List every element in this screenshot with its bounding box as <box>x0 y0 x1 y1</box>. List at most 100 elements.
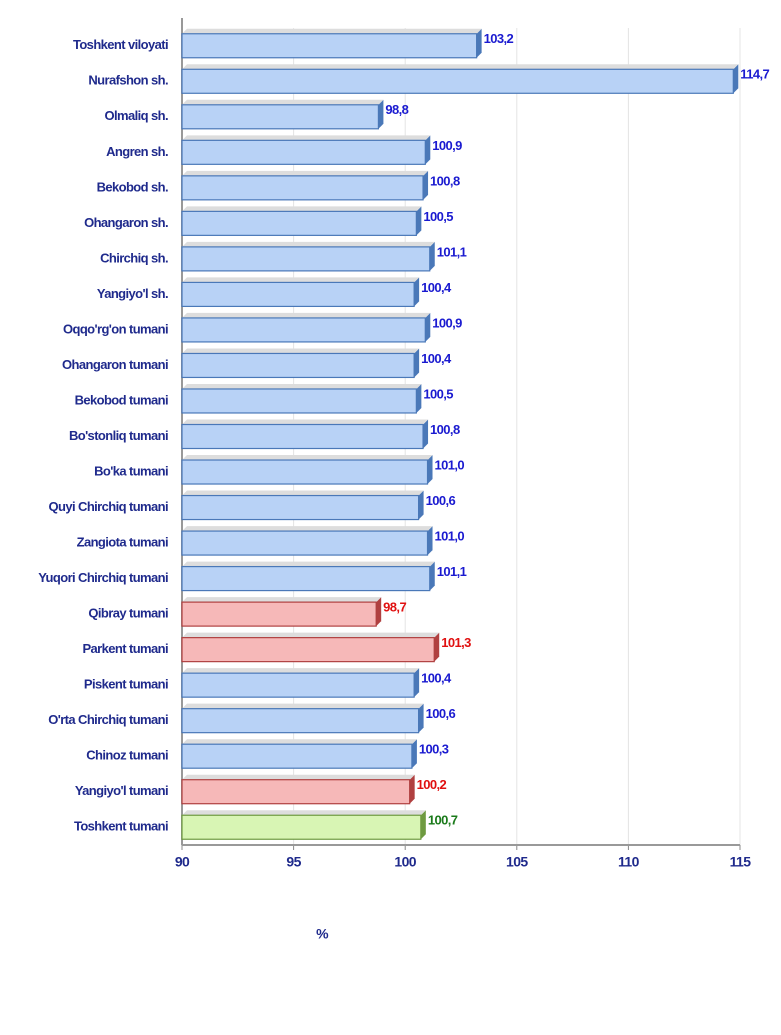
bar <box>181 388 417 414</box>
value-label: 100,5 <box>423 386 453 401</box>
bar-side <box>418 703 424 733</box>
bar-side <box>414 348 420 378</box>
value-label: 100,4 <box>421 671 452 686</box>
y-tick-label: Chirchiq sh. <box>100 250 168 265</box>
value-label: 100,2 <box>417 777 447 792</box>
bar-side <box>423 419 429 449</box>
bar-top <box>182 419 429 425</box>
bar <box>181 779 411 805</box>
bar-top <box>182 135 431 141</box>
bar-top <box>182 170 429 176</box>
bar-top <box>182 668 420 674</box>
bar-top <box>182 774 415 780</box>
bar-side <box>423 170 429 200</box>
bar-side <box>429 561 435 591</box>
y-tick-label: Zangiota tumani <box>77 535 168 550</box>
y-tick-label: Qibray tumani <box>88 606 168 621</box>
bar-side <box>416 383 422 413</box>
value-label: 101,0 <box>435 529 465 544</box>
bar-side <box>414 277 420 307</box>
bar-top <box>182 206 422 212</box>
bar-top <box>182 64 739 70</box>
bar-top <box>182 348 420 354</box>
bar-top <box>182 455 433 461</box>
value-label: 100,6 <box>426 706 456 721</box>
bar <box>181 175 424 201</box>
y-tick-label: Nurafshon sh. <box>88 73 168 88</box>
bar <box>181 210 417 236</box>
value-label: 98,8 <box>385 102 408 117</box>
x-tick-label: 100 <box>394 854 416 870</box>
y-tick-label: O'rta Chirchiq tumani <box>48 712 168 727</box>
x-tick-label: 110 <box>618 854 640 870</box>
bar-top <box>182 739 417 745</box>
y-tick-label: Quyi Chirchiq tumani <box>49 499 168 514</box>
x-tick-label: 105 <box>506 854 528 870</box>
bar <box>181 459 429 485</box>
bar-top <box>182 490 424 496</box>
value-label: 100,9 <box>432 138 462 153</box>
bar-top <box>182 632 440 638</box>
value-label: 101,0 <box>435 457 465 472</box>
value-label: 114,7 <box>740 67 769 82</box>
value-label: 100,8 <box>430 422 460 437</box>
y-tick-label: Chinoz tumani <box>86 748 168 763</box>
bar-top <box>182 241 435 247</box>
bar <box>181 672 415 698</box>
value-label: 100,6 <box>426 493 456 508</box>
value-label: 100,4 <box>421 280 452 295</box>
bar <box>181 494 420 521</box>
bar-side <box>425 135 431 165</box>
bar-top <box>182 28 482 34</box>
bar-side <box>733 64 739 94</box>
bar-top <box>182 561 435 567</box>
bar-top <box>182 597 382 603</box>
bar <box>181 423 424 450</box>
bar-side <box>429 241 435 271</box>
y-tick-label: Olmaliq sh. <box>105 108 168 123</box>
bar <box>181 33 478 59</box>
bar <box>181 281 415 308</box>
bar <box>181 246 431 272</box>
bar-top <box>182 312 431 318</box>
y-tick-label: Parkent tumani <box>82 641 168 656</box>
y-tick-label: Yuqori Chirchiq tumani <box>38 570 168 585</box>
y-tick-label: Bo'stonliq tumani <box>69 428 168 443</box>
bar-top <box>182 383 422 389</box>
value-label: 101,1 <box>437 244 467 259</box>
bar-side <box>409 774 415 804</box>
y-tick-label: Piskent tumani <box>84 677 168 692</box>
bar-side <box>416 206 422 236</box>
bar-side <box>378 99 384 129</box>
value-label: 98,7 <box>383 600 406 615</box>
bar <box>181 637 435 663</box>
y-tick-label: Toshkent tumani <box>74 819 168 834</box>
x-tick-label: 95 <box>286 854 301 870</box>
value-label: 103,2 <box>484 31 514 46</box>
bar <box>181 814 422 840</box>
value-label: 100,7 <box>428 813 458 828</box>
value-label: 100,8 <box>430 173 460 188</box>
bar-side <box>434 632 440 662</box>
bar-side <box>418 490 424 520</box>
value-label: 100,3 <box>419 742 449 757</box>
bar <box>181 68 734 94</box>
bar-side <box>420 810 426 840</box>
x-tick-label: 90 <box>175 854 190 870</box>
y-tick-label: Oqqo'rg'on tumani <box>63 321 168 336</box>
y-tick-label: Toshkent viloyati <box>73 37 168 52</box>
bar-top <box>182 526 433 532</box>
value-label: 101,3 <box>441 635 471 650</box>
bar-top <box>182 99 384 105</box>
y-tick-label: Bo'ka tumani <box>94 463 168 478</box>
bar <box>181 104 380 130</box>
bar <box>181 352 415 379</box>
y-tick-label: Ohangaron tumani <box>62 357 168 372</box>
y-tick-label: Ohangaron sh. <box>84 215 168 230</box>
bar <box>181 317 426 343</box>
bar <box>181 743 413 769</box>
bar-side <box>376 597 382 627</box>
y-tick-label: Yangiyo'l tumani <box>75 783 168 798</box>
y-tick-label: Bekobod tumani <box>75 392 168 407</box>
